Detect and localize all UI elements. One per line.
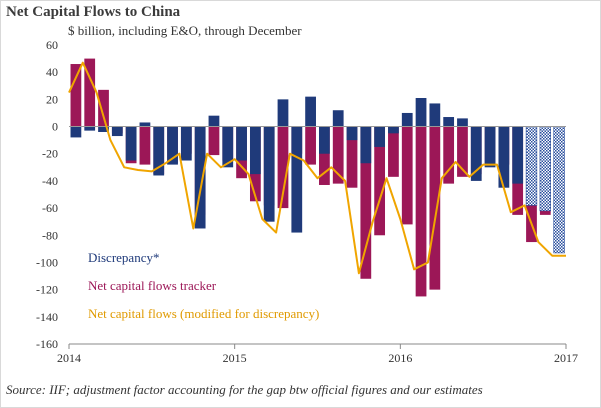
discrepancy-bar bbox=[139, 122, 151, 127]
tracker-bar bbox=[457, 126, 468, 177]
chart-subtitle: $ billion, including E&O, through Decemb… bbox=[68, 23, 302, 38]
tracker-bar bbox=[429, 126, 441, 290]
discrepancy-bar bbox=[429, 103, 441, 127]
y-tick-label: -100 bbox=[36, 255, 58, 269]
tracker-bar bbox=[139, 126, 151, 165]
y-tick-label: -80 bbox=[42, 228, 58, 242]
tracker-bar bbox=[415, 126, 427, 297]
discrepancy-bar bbox=[332, 110, 344, 127]
x-tick-label: 2017 bbox=[554, 351, 578, 365]
discrepancy-bar bbox=[98, 126, 109, 132]
y-tick-label: 60 bbox=[46, 38, 58, 52]
y-tick-label: -60 bbox=[42, 201, 58, 215]
legend-net-flows-line: Net capital flows (modified for discrepa… bbox=[88, 306, 319, 321]
discrepancy-bar bbox=[319, 126, 330, 154]
x-tick-label: 2015 bbox=[223, 351, 247, 365]
tracker-bar bbox=[70, 64, 82, 127]
tracker-bar bbox=[443, 126, 455, 184]
x-tick-label: 2016 bbox=[388, 351, 412, 365]
y-tick-label: -140 bbox=[36, 310, 58, 324]
y-tick-label: -160 bbox=[36, 337, 58, 351]
y-tick-label: 0 bbox=[52, 120, 58, 134]
discrepancy-bar bbox=[305, 96, 316, 127]
discrepancy-bar bbox=[415, 98, 427, 127]
x-tick-label: 2014 bbox=[57, 351, 81, 365]
discrepancy-bar bbox=[498, 126, 510, 188]
y-tick-label: -120 bbox=[36, 283, 58, 297]
discrepancy-bar bbox=[180, 126, 192, 161]
y-tick-label: -20 bbox=[42, 147, 58, 161]
tracker-bar bbox=[360, 126, 372, 279]
discrepancy-bar bbox=[249, 126, 261, 175]
tracker-bar bbox=[84, 58, 96, 127]
tracker-bar bbox=[388, 126, 399, 177]
discrepancy-bar bbox=[360, 126, 372, 164]
discrepancy-bar bbox=[277, 99, 289, 127]
discrepancy-bar bbox=[401, 112, 413, 127]
discrepancy-bar bbox=[346, 126, 358, 141]
tracker-bar bbox=[401, 126, 413, 225]
discrepancy-bar bbox=[443, 117, 455, 127]
discrepancy-bar bbox=[236, 126, 247, 161]
legend-discrepancy: Discrepancy* bbox=[88, 250, 159, 265]
discrepancy-bar bbox=[457, 118, 468, 127]
y-tick-label: 40 bbox=[46, 65, 58, 79]
discrepancy-bar bbox=[291, 126, 303, 233]
source-note: Source: IIF; adjustment factor accountin… bbox=[6, 382, 483, 397]
discrepancy-bar bbox=[153, 126, 165, 176]
tracker-bar bbox=[208, 126, 220, 156]
discrepancy-bar bbox=[111, 126, 123, 137]
tracker-bar bbox=[374, 126, 386, 236]
discrepancy-bar bbox=[70, 126, 82, 138]
discrepancy-bar bbox=[194, 126, 206, 229]
chart-title: Net Capital Flows to China bbox=[6, 4, 181, 20]
discrepancy-bar bbox=[470, 126, 482, 181]
series-line-net-capital-flows bbox=[68, 61, 566, 275]
discrepancy-bar bbox=[167, 126, 178, 165]
discrepancy-bar-estimate bbox=[539, 126, 551, 212]
y-tick-label: -40 bbox=[42, 174, 58, 188]
discrepancy-bar-estimate bbox=[553, 126, 565, 254]
tracker-bar bbox=[305, 126, 316, 165]
tracker-bar bbox=[319, 126, 330, 185]
discrepancy-bar bbox=[263, 126, 275, 222]
tracker-bar bbox=[332, 126, 344, 184]
discrepancy-bar bbox=[388, 126, 399, 134]
discrepancy-bar bbox=[484, 126, 496, 168]
discrepancy-bar bbox=[125, 126, 137, 161]
legend-tracker: Net capital flows tracker bbox=[88, 278, 217, 293]
tracker-bar bbox=[277, 126, 289, 209]
discrepancy-bar bbox=[84, 126, 96, 131]
discrepancy-bar bbox=[208, 115, 220, 127]
discrepancy-bar bbox=[222, 126, 234, 168]
discrepancy-bar bbox=[512, 126, 524, 184]
y-tick-label: 20 bbox=[46, 92, 58, 106]
discrepancy-bar bbox=[374, 126, 386, 147]
discrepancy-bar-estimate bbox=[525, 126, 538, 206]
tracker-bar bbox=[98, 89, 109, 127]
tracker-bar bbox=[346, 126, 358, 188]
